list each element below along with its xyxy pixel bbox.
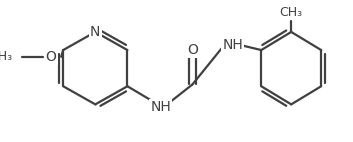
- Text: NH: NH: [223, 38, 243, 52]
- Text: O: O: [187, 43, 198, 57]
- Text: O: O: [46, 50, 56, 64]
- Text: CH₃: CH₃: [0, 50, 12, 63]
- Text: N: N: [90, 25, 101, 39]
- Text: CH₃: CH₃: [280, 6, 303, 19]
- Text: NH: NH: [150, 100, 171, 114]
